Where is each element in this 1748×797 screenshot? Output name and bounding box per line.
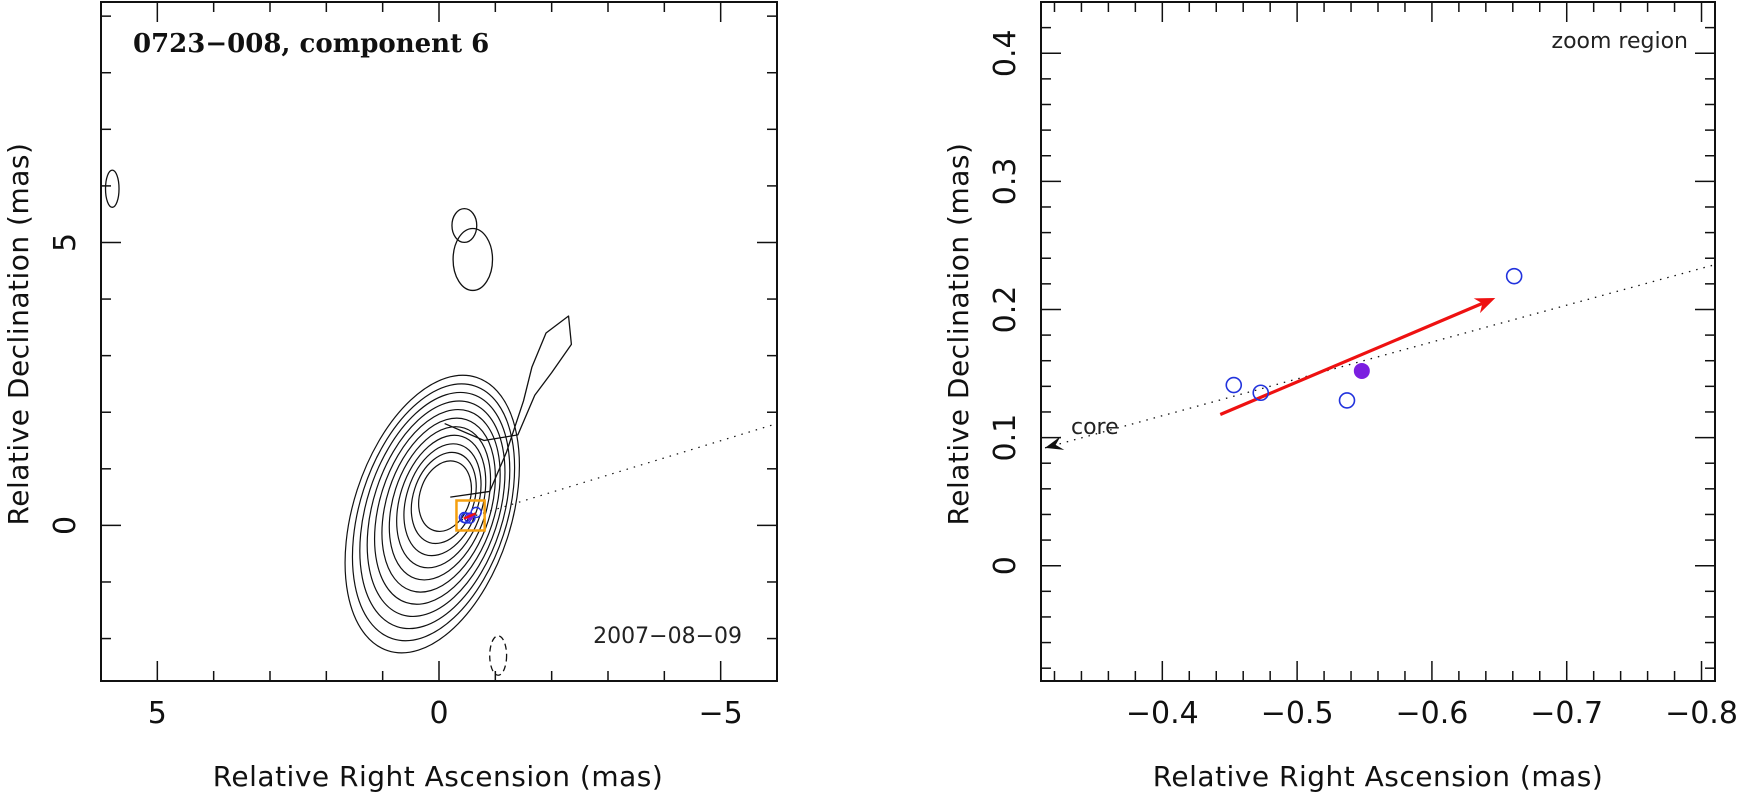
contour-island [451, 207, 478, 244]
velocity-arrow-head [1473, 297, 1496, 314]
open-point [1252, 384, 1270, 402]
filled-point [1353, 362, 1370, 379]
y-tick-label: 0.3 [988, 157, 1023, 205]
component-marker [470, 506, 482, 519]
x-tick-label: 5 [148, 696, 167, 731]
left-plot-frame [100, 1, 778, 682]
core-arrow-head [1045, 436, 1065, 450]
right-axis-ticks [1041, 1, 1715, 681]
velocity-arrow-shaft [1219, 301, 1484, 416]
zoom-region-annotation: zoom region [1552, 29, 1688, 54]
contour-level [410, 451, 477, 545]
contour-level [351, 383, 516, 642]
left-axis-ticks [100, 2, 778, 681]
x-tick-label: 0 [429, 696, 448, 731]
component-arrow [463, 512, 477, 520]
right-plot-frame [1040, 1, 1716, 682]
left-y-tick-labels: 05 [48, 233, 83, 535]
x-tick-label: −0.8 [1665, 696, 1738, 731]
open-point [1505, 267, 1523, 285]
zoom-box [455, 499, 486, 532]
contour-level [418, 460, 472, 532]
component-markers [458, 506, 482, 524]
left-panel: 5 0 −5 05 0723−008, component 6 2007−08−09… [2, 1, 778, 793]
contour-island [104, 169, 120, 208]
zoom-region-box [455, 499, 486, 532]
contour-island [452, 227, 494, 292]
jet-line [1044, 264, 1716, 449]
left-x-axis-label: Relative Right Ascension (mas) [213, 760, 664, 793]
negative-contour [489, 635, 508, 676]
x-tick-label: −5 [699, 696, 743, 731]
right-x-tick-labels: −0.4 −0.5 −0.6 −0.7 −0.8 [1126, 696, 1738, 731]
jet-direction-line [1044, 264, 1716, 449]
contour-level [403, 443, 482, 557]
position-points [1225, 267, 1523, 409]
x-tick-label: −0.5 [1261, 696, 1334, 731]
jet-line [461, 422, 778, 521]
left-x-tick-labels: 5 0 −5 [148, 696, 743, 731]
right-x-axis-label: Relative Right Ascension (mas) [1153, 760, 1604, 793]
y-tick-label: 0.2 [988, 286, 1023, 334]
x-tick-label: −0.6 [1395, 696, 1468, 731]
y-tick-label: 5 [48, 233, 83, 252]
contour-level [366, 400, 506, 617]
left-chart-title: 0723−008, component 6 [133, 29, 489, 59]
x-tick-label: −0.7 [1530, 696, 1603, 731]
right-panel: −0.4 −0.5 −0.6 −0.7 −0.8 0 0.1 0.2 0.3 0.4 zoom … [942, 1, 1738, 793]
contour-map [104, 169, 573, 676]
x-tick-label: −0.4 [1126, 696, 1199, 731]
open-point [1225, 376, 1243, 394]
velocity-arrow [1219, 297, 1496, 416]
right-y-axis-label: Relative Declination (mas) [942, 143, 975, 526]
contour-extended [444, 315, 573, 498]
y-tick-label: 0 [48, 516, 83, 535]
y-tick-label: 0.4 [988, 29, 1023, 77]
contour-level [359, 391, 511, 630]
contour-level [381, 417, 496, 593]
jet-direction-line [461, 422, 778, 521]
contour-level [344, 374, 520, 654]
y-tick-label: 0.1 [988, 414, 1023, 462]
y-tick-label: 0 [988, 556, 1023, 575]
contour-level [373, 408, 501, 605]
core-direction-arrow [1045, 436, 1065, 450]
left-date-annotation: 2007−08−09 [593, 624, 742, 649]
right-y-tick-labels: 0 0.1 0.2 0.3 0.4 [988, 29, 1023, 575]
left-y-axis-label: Relative Declination (mas) [2, 143, 35, 526]
open-point [1338, 392, 1356, 409]
core-label: core [1071, 415, 1119, 440]
